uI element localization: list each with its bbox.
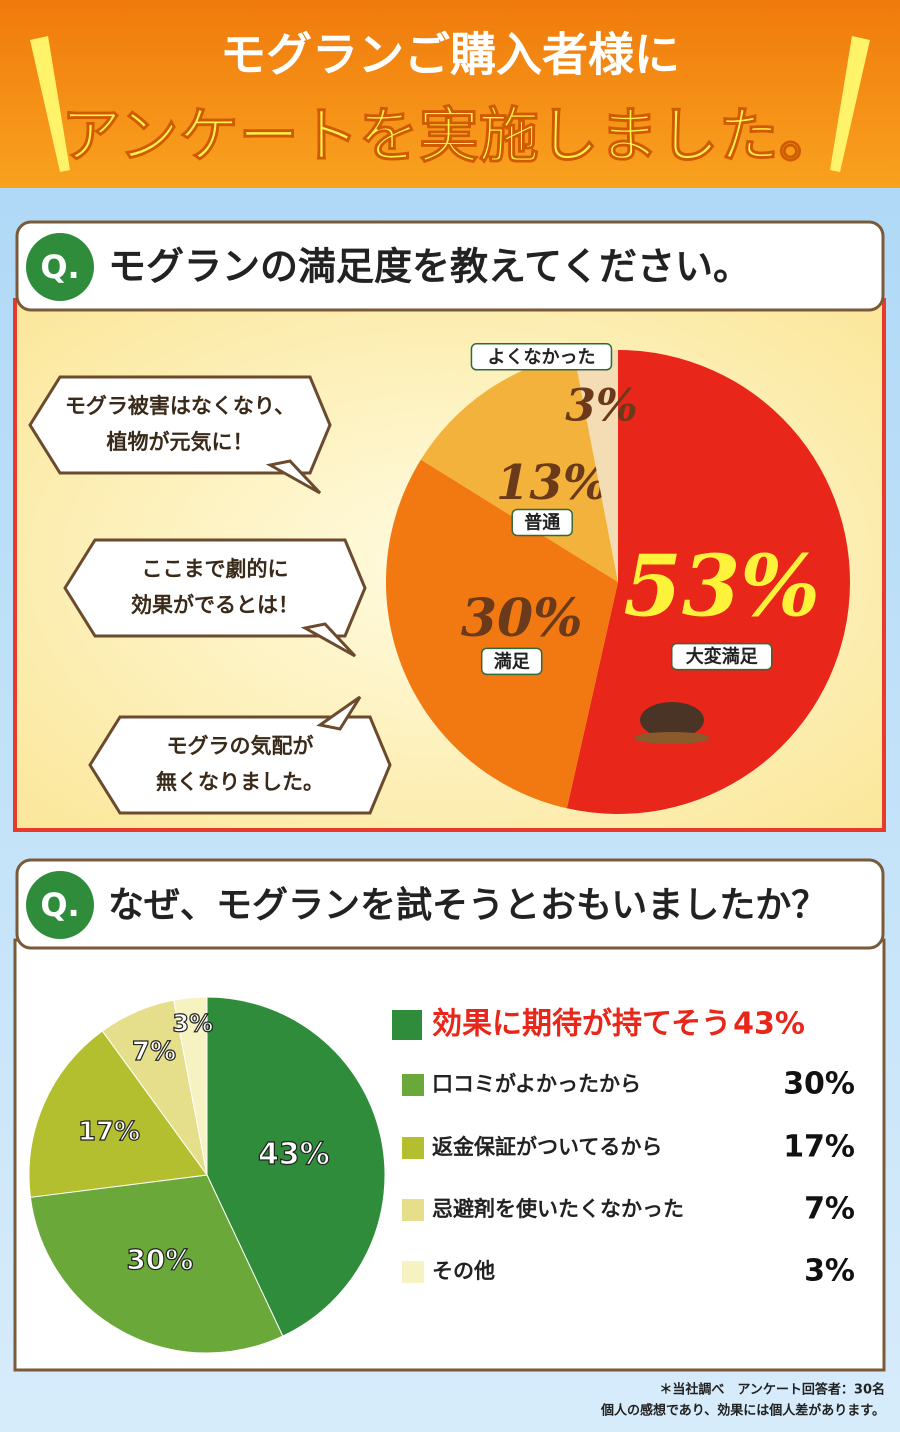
q-badge <box>26 233 94 301</box>
legend-value: 3% <box>804 1254 855 1289</box>
legend-value: 7% <box>804 1192 855 1227</box>
deco <box>830 36 870 172</box>
bubble <box>88 715 392 815</box>
bubble-text: ここまで劇的に <box>142 557 289 581</box>
legend-label: 忌避剤を使いたくなかった <box>432 1197 684 1221</box>
bubble-text: 無くなりました。 <box>156 770 324 794</box>
bubble-tail <box>300 622 357 658</box>
legend-value: 17% <box>783 1130 855 1165</box>
bubble-text: モグラの気配が <box>167 734 314 758</box>
question-box <box>15 220 885 312</box>
slice-label: 7% <box>132 1037 176 1067</box>
header-line2: アンケートを実施しました。 <box>61 102 839 172</box>
slice-label: 13% <box>496 455 608 511</box>
legend-label: 返金保証がついてるから <box>432 1135 662 1159</box>
category-tag <box>480 647 543 676</box>
question: モグランの満足度を教えてください。 <box>108 245 751 289</box>
note: 個人の感想であり、効果には個人差があります。 <box>600 1403 885 1419</box>
slice-label: 53% <box>623 537 820 636</box>
legend-value: 43% <box>733 1007 805 1042</box>
bubble-text: 植物が元気に！ <box>107 430 254 454</box>
legend-swatch <box>402 1137 424 1159</box>
legend-swatch <box>402 1199 424 1221</box>
q-badge <box>26 871 94 939</box>
legend-value: 30% <box>783 1067 855 1102</box>
legend-swatch <box>392 1010 422 1040</box>
legend-swatch <box>402 1074 424 1096</box>
slice-label: 30% <box>461 588 583 649</box>
slice-label: 17% <box>78 1117 140 1147</box>
pie-slice <box>173 996 208 1176</box>
q-badge-text: Q. <box>40 886 79 924</box>
bubble <box>63 538 367 638</box>
category-tag <box>511 508 573 537</box>
pie-slice <box>386 459 618 809</box>
pie-slice <box>29 1174 284 1354</box>
question: なぜ、モグランを試そうとおもいましたか？ <box>108 885 827 926</box>
header-band <box>0 0 900 188</box>
pie-slice <box>28 1030 208 1198</box>
bubble-tail <box>265 459 322 495</box>
legend-swatch <box>402 1261 424 1283</box>
header-line1: モグランご購入者様に <box>220 28 680 82</box>
legend-label: 効果に期待が持てそう <box>432 1007 731 1042</box>
slice-label: 30% <box>126 1243 193 1276</box>
legend-label: 口コミがよかったから <box>432 1072 641 1096</box>
pie-slice <box>206 996 386 1337</box>
note: ＊当社調べ アンケート回答者：30名 <box>659 1382 885 1398</box>
category-label: 大変満足 <box>686 646 758 668</box>
deco <box>30 36 70 172</box>
bubble-tail <box>316 695 362 731</box>
q-badge-text: Q. <box>40 248 79 286</box>
category-label: 満足 <box>494 650 530 672</box>
bubble-text: 効果がでるとは！ <box>131 593 299 617</box>
slice-label: 43% <box>258 1137 330 1172</box>
category-tag <box>671 642 773 671</box>
slice-label: 3% <box>565 380 637 431</box>
category-label: 普通 <box>524 511 560 533</box>
question-box <box>15 858 885 950</box>
bubble-text: モグラ被害はなくなり、 <box>65 394 295 418</box>
legend-label: その他 <box>432 1259 495 1283</box>
pie-slice <box>566 350 851 815</box>
slice-label: 3% <box>172 1009 213 1037</box>
mole-icon <box>640 702 704 738</box>
pie-slice <box>574 350 618 582</box>
bubble <box>28 375 332 475</box>
mole-hole <box>634 732 710 744</box>
category-label: よくなかった <box>487 347 595 368</box>
category-tag <box>470 343 613 371</box>
